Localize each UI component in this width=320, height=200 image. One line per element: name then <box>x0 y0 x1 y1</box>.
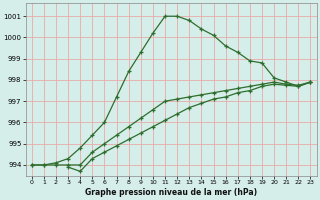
X-axis label: Graphe pression niveau de la mer (hPa): Graphe pression niveau de la mer (hPa) <box>85 188 257 197</box>
